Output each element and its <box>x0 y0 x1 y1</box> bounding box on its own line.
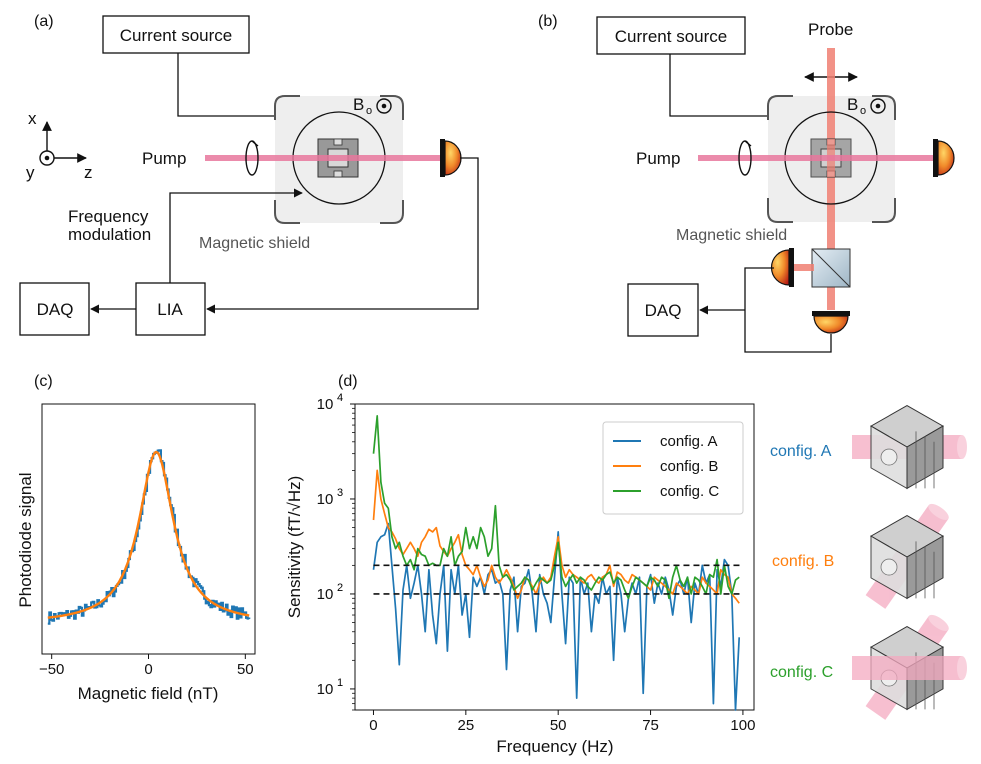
config-a-label: config. A <box>770 443 832 460</box>
panel-d-ytick-exponent: 4 <box>337 392 343 404</box>
panel-d-series-configc <box>372 415 740 600</box>
current-source-label-a: Current source <box>120 26 232 45</box>
axis-z-label: z <box>84 163 93 182</box>
freq-mod-label-2: modulation <box>68 225 151 244</box>
current-source-box-b <box>596 16 746 55</box>
pump-label-b: Pump <box>636 149 680 168</box>
freq-mod-wire <box>169 188 303 283</box>
b0-subscript-b: o <box>860 105 866 117</box>
panel-d-xtick-label: 25 <box>457 717 474 734</box>
freq-mod-label-1: Frequency <box>68 207 149 226</box>
config-b-label: config. B <box>772 553 834 570</box>
config-c-label: config. C <box>770 664 833 681</box>
panel-b-label: (b) <box>538 13 558 30</box>
panel-d-ytick-label: 10 <box>317 586 334 603</box>
current-source-label-b: Current source <box>615 27 727 46</box>
pump-beam-b <box>698 155 936 161</box>
panel-d: (d) Sensitivity (fT/√Hz) Frequency (Hz) … <box>285 373 755 756</box>
cube-beam-end <box>928 503 949 520</box>
axis-x-label: x <box>28 109 37 128</box>
daq-box-a <box>19 282 90 336</box>
b0-out-of-page-icon-b <box>870 98 886 114</box>
pump-label-a: Pump <box>142 149 186 168</box>
panel-d-xtick-label: 0 <box>369 717 377 734</box>
config-c-cube-icon <box>852 614 967 720</box>
panel-d-xlabel: Frequency (Hz) <box>496 737 613 756</box>
panel-c-fit-trace <box>47 450 250 619</box>
panel-c-xtick-label: 50 <box>237 661 254 678</box>
pump-beam-a <box>205 155 443 161</box>
panel-d-xtick-label: 100 <box>730 717 755 734</box>
detector-balance-wire <box>744 267 832 353</box>
panel-d-legend: config. A config. B config. C <box>602 421 744 515</box>
panel-c-xlabel: Magnetic field (nT) <box>78 684 219 703</box>
panel-d-ytick-exponent: 2 <box>337 582 343 594</box>
lia-label: LIA <box>157 300 183 319</box>
photodetector-icon-b-pump <box>933 139 955 177</box>
b0-out-of-page-icon-a <box>376 98 392 114</box>
panel-d-ytick-exponent: 3 <box>337 487 343 499</box>
coordinate-axes-icon <box>39 121 87 166</box>
panel-d-ytick-label: 10 <box>317 681 334 698</box>
panel-a-label: (a) <box>34 13 54 30</box>
probe-label: Probe <box>808 20 853 39</box>
panel-d-ytick-label: 10 <box>317 491 334 508</box>
cube-beam-end <box>957 435 967 459</box>
panel-d-legend-entry: config. C <box>660 483 719 500</box>
b0-label-b: B <box>847 95 858 114</box>
current-source-box-a <box>102 15 250 54</box>
photodetector-icon-b-left <box>770 248 794 287</box>
panel-d-ytick-label: 10 <box>317 396 334 413</box>
cube-beam-end <box>928 614 949 631</box>
magnetic-shield-label-a: Magnetic shield <box>199 235 310 252</box>
config-b-cube-icon <box>865 503 949 609</box>
panel-c-label: (c) <box>34 373 53 390</box>
panel-c-ylabel: Photodiode signal <box>16 472 35 607</box>
panel-d-legend-entry: config. B <box>660 458 718 475</box>
panel-d-ylabel: Sensitivity (fT/√Hz) <box>285 476 304 619</box>
panel-c: (c) Photodiode signal Magnetic field (nT… <box>16 373 256 703</box>
config-b-inset: config. B <box>772 503 949 609</box>
panel-c-xtick-label: −50 <box>39 661 64 678</box>
detector-to-lia-wire <box>206 157 479 314</box>
cube-window <box>880 448 898 466</box>
daq-box-b <box>627 283 699 337</box>
cube-beam-end <box>957 656 967 680</box>
axis-y-label: y <box>26 163 35 182</box>
config-insets: config. A config. B config. C <box>770 405 967 720</box>
probe-beam <box>827 48 835 310</box>
panel-c-plot: −50 0 50 <box>39 403 256 678</box>
panel-d-xtick-label: 50 <box>550 717 567 734</box>
cube-beam <box>852 656 967 680</box>
magnetic-shield-label-b: Magnetic shield <box>676 227 787 244</box>
daq-label-a: DAQ <box>37 300 74 319</box>
panel-d-series-configb <box>372 469 740 604</box>
b0-label-a: B <box>353 95 364 114</box>
photodetector-icon-b-bottom <box>812 311 850 334</box>
panel-d-xtick-label: 75 <box>642 717 659 734</box>
panel-a: (a) Current source Pump B o <box>19 13 479 336</box>
cube-beam-body <box>852 656 962 680</box>
panel-c-xtick-label: 0 <box>144 661 152 678</box>
panel-d-label: (d) <box>338 373 358 390</box>
config-a-inset: config. A <box>770 405 967 490</box>
daq-label-b: DAQ <box>645 301 682 320</box>
panel-d-ytick-exponent: 1 <box>337 677 343 689</box>
beam-splitter-icon <box>811 248 851 288</box>
photodetector-icon-a <box>440 139 462 177</box>
config-c-inset: config. C <box>770 614 967 720</box>
cube-window <box>880 558 898 576</box>
config-a-cube-icon <box>852 405 967 490</box>
panel-b: (b) Current source Probe Pump B o <box>538 13 955 353</box>
panel-d-legend-entry: config. A <box>660 433 718 450</box>
b0-subscript-a: o <box>366 105 372 117</box>
